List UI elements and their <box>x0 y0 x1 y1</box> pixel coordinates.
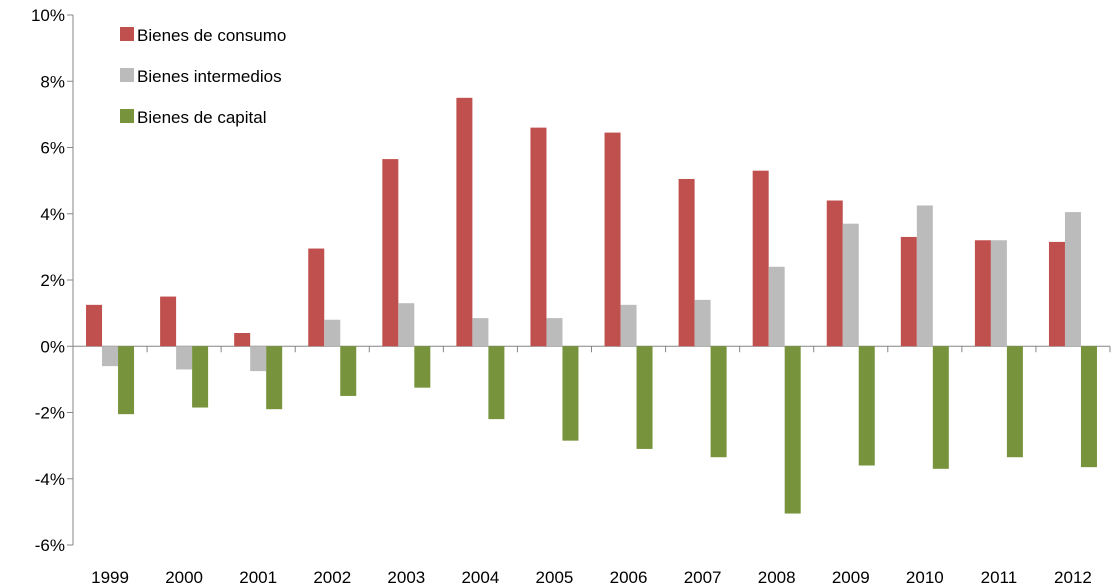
legend-label: Bienes intermedios <box>137 67 282 86</box>
bar <box>990 240 1007 347</box>
axes: -6% -4% -2% 0% 2% 4% 6% 8% 10% 1999 2000 2001 2002 20… <box>31 6 1111 586</box>
bar <box>710 346 727 458</box>
bar <box>1006 346 1023 458</box>
bar <box>160 296 177 347</box>
bar <box>340 346 357 396</box>
bar <box>176 346 193 370</box>
y-tick-label: 0% <box>40 337 65 356</box>
bar <box>102 346 119 367</box>
y-tick-label: 2% <box>40 271 65 290</box>
bar <box>86 304 103 347</box>
x-tick-label: 2007 <box>684 568 722 586</box>
bar <box>234 333 251 347</box>
legend-swatch <box>120 109 134 123</box>
bar <box>488 346 505 420</box>
legend-label: Bienes de capital <box>137 108 266 127</box>
bar <box>858 346 875 466</box>
bar <box>768 266 785 347</box>
bar <box>636 346 653 449</box>
x-tick-label: 2012 <box>1054 568 1092 586</box>
bar <box>916 205 933 347</box>
bar <box>546 318 563 347</box>
legend-label: Bienes de consumo <box>137 26 286 45</box>
bar <box>604 132 621 347</box>
bar <box>398 303 415 347</box>
bar <box>308 248 325 347</box>
bar <box>932 346 949 469</box>
y-tick-label: -6% <box>35 536 65 555</box>
y-tick-label: 10% <box>31 6 65 25</box>
bar <box>752 170 769 347</box>
legend-swatch <box>120 27 134 41</box>
x-tick-label: 2011 <box>981 568 1018 586</box>
bar <box>1080 346 1097 468</box>
legend: Bienes de consumo Bienes intermedios Biene… <box>120 26 286 127</box>
bar <box>1048 241 1065 347</box>
bar <box>620 304 637 347</box>
x-tick-label: 2004 <box>461 568 499 586</box>
bar <box>842 223 859 347</box>
y-tick-label: -2% <box>35 404 65 423</box>
x-tick-label: 2001 <box>239 568 277 586</box>
y-tick-label: 8% <box>40 72 65 91</box>
x-tick-label: 2000 <box>165 568 203 586</box>
bar <box>678 178 695 347</box>
x-tick-label: 2008 <box>758 568 796 586</box>
bar <box>456 97 473 347</box>
x-tick-label: 2005 <box>536 568 574 586</box>
bar <box>250 346 267 372</box>
bars <box>86 97 1097 514</box>
x-tick-label: 2009 <box>832 568 870 586</box>
x-tick-label: 2010 <box>906 568 944 586</box>
x-tick-label: 1999 <box>91 568 129 586</box>
bar <box>266 346 283 410</box>
bar <box>1064 212 1081 347</box>
bar <box>192 346 209 408</box>
bar <box>562 346 579 441</box>
y-tick-label: -4% <box>35 470 65 489</box>
bar <box>382 159 399 347</box>
bar <box>118 346 135 415</box>
x-tick-label: 2003 <box>387 568 425 586</box>
bar <box>472 318 489 347</box>
x-tick-label: 2002 <box>313 568 351 586</box>
bar <box>784 346 801 514</box>
y-tick-label: 4% <box>40 205 65 224</box>
bar <box>694 299 711 347</box>
bar <box>324 319 341 347</box>
bar <box>974 240 991 347</box>
bar <box>900 236 917 347</box>
bar <box>530 127 547 347</box>
y-tick-label: 6% <box>40 139 65 158</box>
x-tick-label: 2006 <box>610 568 648 586</box>
bar <box>414 346 431 388</box>
legend-swatch <box>120 68 134 82</box>
bar <box>826 200 843 347</box>
